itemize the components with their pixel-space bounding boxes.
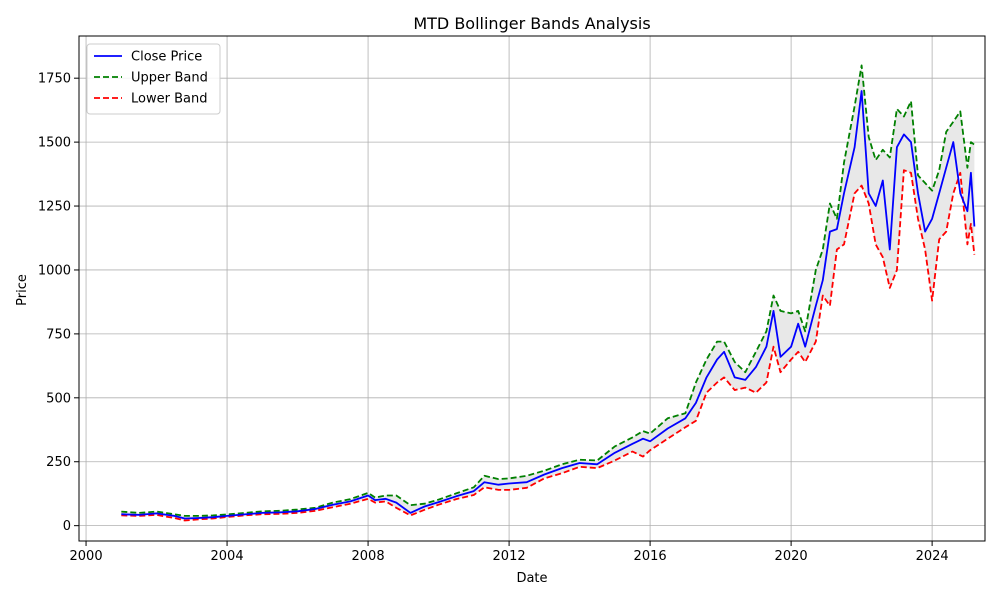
plot-frame: [78, 35, 986, 542]
y-tick-label: 1000: [38, 263, 71, 278]
legend: Close Price Upper Band Lower Band: [86, 43, 221, 115]
x-tick-label: 2012: [493, 549, 526, 564]
plot-area: [79, 36, 985, 541]
y-axis-label: Price: [15, 274, 30, 306]
y-tick-label: 1750: [38, 72, 71, 87]
legend-frame: [86, 43, 221, 115]
upper-band-line: [121, 64, 975, 517]
y-tick-label: 500: [46, 391, 71, 406]
y-tick-label: 1250: [38, 200, 71, 215]
lower-band-line: [121, 169, 976, 522]
x-axis-label: Date: [516, 571, 547, 586]
ticks: 2000 2004 2008 2012 2016 2020 2024 0 250 500 750 10…: [38, 72, 949, 564]
series-layer: [121, 64, 976, 522]
legend-label-lower-band: Lower Band: [131, 92, 207, 107]
x-tick-label: 2024: [916, 549, 949, 564]
y-tick-label: 0: [63, 519, 71, 534]
legend-label-upper-band: Upper Band: [131, 71, 208, 86]
y-tick-label: 750: [46, 327, 71, 342]
x-tick-label: 2004: [211, 549, 244, 564]
x-tick-label: 2008: [352, 549, 385, 564]
x-tick-label: 2000: [70, 549, 103, 564]
legend-label-close-price: Close Price: [131, 50, 202, 65]
y-tick-label: 1500: [38, 136, 71, 151]
x-tick-label: 2016: [634, 549, 667, 564]
y-tick-label: 250: [46, 455, 71, 470]
chart-title: MTD Bollinger Bands Analysis: [413, 14, 650, 33]
x-tick-label: 2020: [775, 549, 808, 564]
close-price-line: [121, 90, 976, 520]
